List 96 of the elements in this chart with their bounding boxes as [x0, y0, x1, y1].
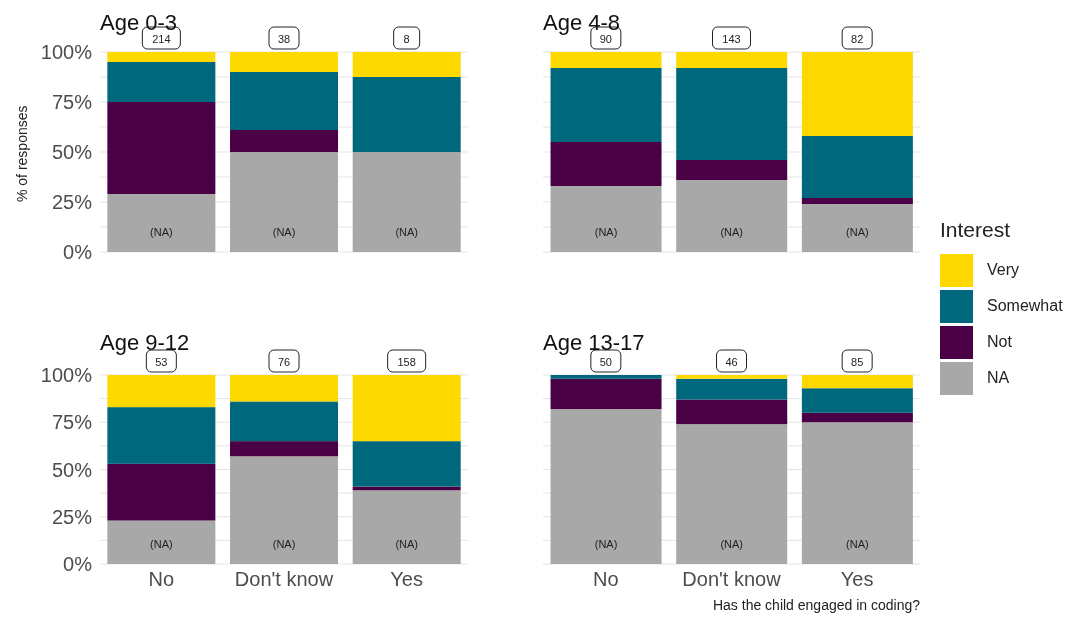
- annotation: 38: [277, 33, 291, 45]
- legend-label: Somewhat: [987, 297, 1063, 315]
- x-tick-label: Don't know: [234, 568, 334, 591]
- bar: [676, 52, 788, 68]
- bar: [676, 160, 788, 180]
- y-tick-label: 50%: [51, 141, 93, 163]
- bar: [550, 186, 662, 252]
- bar: [676, 180, 788, 252]
- chart-title: Age 4-8: [543, 10, 621, 35]
- bar: [801, 136, 913, 198]
- data-label: (NA): [720, 226, 744, 238]
- bar: [801, 52, 913, 136]
- y-tick-label: 50%: [51, 458, 93, 481]
- y-axis-title: % of responses: [13, 105, 30, 202]
- bar: [801, 422, 913, 564]
- annotation: 82: [851, 33, 864, 45]
- legend-label: Very: [987, 261, 1020, 279]
- data-label: (NA): [272, 226, 296, 238]
- bar: [676, 68, 788, 160]
- annotation: 90: [599, 33, 612, 45]
- bar: [107, 375, 216, 408]
- data-label: (NA): [594, 538, 618, 550]
- chart-title: Age 0-3: [100, 10, 178, 35]
- bar: [550, 68, 662, 142]
- bar: [801, 375, 913, 389]
- annotation: 214: [152, 33, 171, 45]
- bar: [352, 152, 461, 252]
- bar: [676, 399, 788, 425]
- bar: [107, 52, 216, 62]
- bar: [550, 52, 662, 68]
- bar: [352, 490, 461, 564]
- bar: [230, 441, 339, 457]
- bar: [230, 52, 339, 72]
- chart-title: Age 13-17: [543, 330, 645, 356]
- bar: [550, 378, 662, 410]
- bar: [230, 152, 339, 252]
- y-tick-label: 0%: [63, 553, 93, 575]
- data-label: (NA): [846, 226, 869, 238]
- bar: [550, 142, 662, 186]
- annotation: 85: [851, 356, 864, 368]
- y-tick-label: 75%: [51, 91, 93, 113]
- annotation: 143: [722, 33, 741, 45]
- bar: [352, 77, 461, 152]
- annotation: 53: [155, 356, 168, 368]
- bar: [352, 441, 461, 487]
- bar: [230, 401, 339, 442]
- chart-title: Age 9-12: [100, 330, 190, 356]
- bar: [801, 412, 913, 423]
- y-tick-label: 0%: [63, 241, 93, 263]
- bar: [230, 375, 339, 402]
- data-label: (NA): [594, 226, 618, 238]
- bar: [676, 378, 788, 400]
- legend-label: Not: [987, 333, 1012, 351]
- annotation: 46: [725, 356, 738, 368]
- bar: [107, 463, 216, 521]
- legend-label: NA: [987, 369, 1010, 387]
- bar: [801, 388, 913, 413]
- bar: [550, 409, 662, 564]
- annotation: 50: [599, 356, 612, 368]
- bar: [352, 375, 461, 442]
- y-tick-label: 25%: [51, 505, 93, 528]
- bar: [676, 424, 788, 564]
- bar: [107, 102, 216, 194]
- bar: [107, 62, 216, 102]
- annotation: 8: [403, 33, 410, 45]
- bar: [107, 520, 216, 564]
- bar: [230, 130, 339, 152]
- bar: [550, 375, 662, 379]
- bar: [801, 204, 913, 252]
- annotation: 76: [277, 356, 291, 368]
- data-label: (NA): [720, 538, 744, 550]
- bar: [230, 456, 339, 564]
- data-label: (NA): [272, 538, 296, 550]
- data-label: (NA): [846, 538, 869, 550]
- y-tick-label: 25%: [51, 191, 93, 213]
- bar: [801, 198, 913, 204]
- bar: [676, 375, 788, 379]
- bar: [107, 194, 216, 252]
- x-tick-label: No: [593, 568, 619, 591]
- data-label: (NA): [150, 226, 173, 238]
- annotation: 158: [397, 356, 416, 368]
- x-tick-label: No: [148, 568, 175, 591]
- x-tick-label: Don't know: [682, 568, 782, 591]
- y-tick-label: 75%: [51, 411, 93, 434]
- legend-title: Interest: [940, 218, 1012, 242]
- y-tick-label: 100%: [40, 364, 93, 386]
- data-label: (NA): [395, 226, 418, 238]
- x-axis-title: Has the child engaged in coding?: [712, 597, 921, 613]
- bar: [352, 52, 461, 77]
- data-label: (NA): [150, 538, 173, 550]
- x-tick-label: Yes: [390, 568, 423, 591]
- y-tick-label: 100%: [40, 41, 93, 63]
- bar: [230, 72, 339, 130]
- bar: [107, 407, 216, 464]
- data-label: (NA): [395, 538, 418, 550]
- x-tick-label: Yes: [840, 568, 874, 591]
